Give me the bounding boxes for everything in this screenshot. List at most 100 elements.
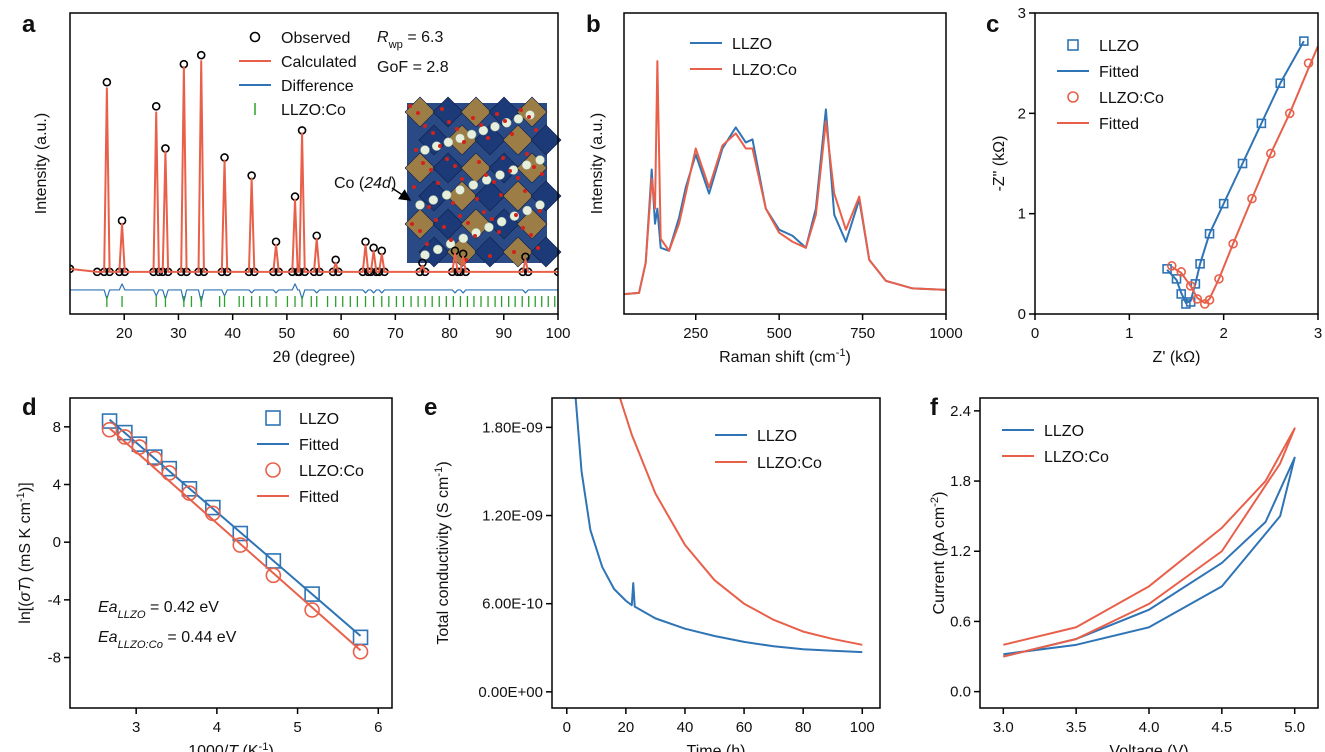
marker xyxy=(1275,78,1286,89)
marker xyxy=(117,424,133,441)
legend-label: Fitted xyxy=(1099,64,1139,81)
legend-label: LLZO:Co xyxy=(1099,90,1164,107)
inset-atom xyxy=(414,148,418,152)
x-axis-label: Time (h) xyxy=(687,743,746,752)
x-tick-label: 90 xyxy=(495,325,512,342)
inset-polyhedron xyxy=(502,180,534,212)
inset-atom xyxy=(464,258,468,262)
inset-atom xyxy=(410,222,414,226)
marker xyxy=(1176,289,1187,299)
marker xyxy=(161,460,178,477)
inset-atom xyxy=(529,233,533,237)
y-tick-label: 1 xyxy=(1018,206,1026,223)
inset-atom xyxy=(466,221,470,225)
panel: f 3.0 3.5 4.0 4.5 5.0 0.0 0.6 1.2 1.8 2.4 Voltage (… xyxy=(929,394,1319,752)
panel: c 0 1 2 3 0 1 2 3 Z' (kΩ) -Z" (kΩ) LLZO Fitted LLZO:C… xyxy=(986,5,1322,366)
inset-atom xyxy=(538,209,542,213)
text-part: ) xyxy=(268,743,273,752)
plot-area xyxy=(1003,427,1296,658)
annotation: EaLLZO = 0.42 eV xyxy=(98,599,219,621)
inset-atom xyxy=(412,185,416,189)
annotation: EaLLZO:Co = 0.44 eV xyxy=(98,629,237,651)
y-tick-label: 0.0 xyxy=(950,684,971,701)
inset-atom xyxy=(535,200,545,210)
inset-atom xyxy=(534,128,538,132)
legend-label: Fitted xyxy=(1099,116,1139,133)
inset-atom xyxy=(440,107,444,111)
legend-label: LLZO:Co xyxy=(757,455,822,472)
text-part: -1 xyxy=(15,492,27,502)
line xyxy=(1166,40,1305,304)
x-tick-label: 250 xyxy=(683,325,708,342)
inset-atom xyxy=(521,226,525,230)
text-part: Ea xyxy=(98,629,118,646)
inset-atom xyxy=(490,121,500,132)
x-tick-label: 5.0 xyxy=(1284,719,1305,736)
text-part: Current (pA cm xyxy=(931,507,948,615)
text-part: σT xyxy=(17,581,34,602)
inset-atom xyxy=(408,104,412,108)
plot-area xyxy=(101,413,369,660)
x-tick-label: 4.5 xyxy=(1211,719,1232,736)
y-tick-label: 1.80E-09 xyxy=(482,419,543,436)
inset-atom xyxy=(527,115,531,119)
text-part: ) (mS K cm xyxy=(17,502,34,582)
inset-polyhedron xyxy=(404,152,436,184)
panel: e 0 20 40 60 80 100 0.00E+00 6.00E-10 1.20E-09 1.8… xyxy=(424,394,881,752)
y-axis-label: Total conductivity (S cm-1) xyxy=(433,461,452,644)
marker xyxy=(1166,261,1177,271)
x-tick-label: 70 xyxy=(387,325,404,342)
plot-frame xyxy=(979,397,1319,709)
text-part: -2 xyxy=(929,497,941,507)
panel-letter: f xyxy=(930,394,939,421)
x-tick-label: 3.0 xyxy=(993,719,1014,736)
legend-marker xyxy=(1067,91,1079,103)
marker xyxy=(352,643,369,660)
line xyxy=(624,108,946,296)
inset-atom xyxy=(434,218,438,222)
y-tick-label: 3 xyxy=(1018,5,1026,22)
marker xyxy=(1237,158,1248,169)
marker xyxy=(146,450,163,467)
marker xyxy=(1192,294,1203,304)
inset-atom xyxy=(458,233,469,244)
inset-atom xyxy=(477,160,481,164)
text-part: -1 xyxy=(433,467,445,477)
x-tick-label: 60 xyxy=(333,325,350,342)
y-tick-label: 6.00E-10 xyxy=(482,596,543,613)
marker xyxy=(181,481,198,497)
inset-atom xyxy=(503,119,507,123)
inset-atom xyxy=(428,195,439,205)
inset-atom xyxy=(471,116,475,120)
line xyxy=(1003,456,1296,658)
x-tick-label: 50 xyxy=(279,325,296,342)
inset-atom xyxy=(449,238,453,242)
x-axis-label: Z' (kΩ) xyxy=(1153,349,1201,366)
legend-label: Difference xyxy=(281,78,354,95)
inset-atom xyxy=(492,180,496,184)
line xyxy=(1171,45,1318,304)
inset-atom xyxy=(451,201,455,205)
x-tick-label: 500 xyxy=(767,325,792,342)
legend-label: LLZO xyxy=(1099,38,1139,55)
panel-letter: e xyxy=(424,394,437,421)
crystal-inset xyxy=(404,96,562,268)
x-tick-label: 40 xyxy=(224,325,241,342)
text-part: R xyxy=(377,29,389,46)
inset-polyhedron xyxy=(488,96,520,128)
inset-atom xyxy=(516,176,520,180)
inset-atom xyxy=(525,152,529,156)
inset-polyhedron xyxy=(404,208,436,240)
text-part: LLZO xyxy=(118,609,146,621)
marker xyxy=(205,499,221,516)
inset-polyhedron xyxy=(530,236,562,268)
marker xyxy=(101,413,118,429)
x-tick-label: 100 xyxy=(850,719,875,736)
inset-polyhedron xyxy=(432,96,464,128)
inset-polyhedron xyxy=(474,236,506,268)
text-part: -1 xyxy=(836,347,846,359)
inset-atom xyxy=(499,193,503,197)
x-tick-label: 3.5 xyxy=(1066,719,1087,736)
legend-label: LLZO:Co xyxy=(732,62,797,79)
